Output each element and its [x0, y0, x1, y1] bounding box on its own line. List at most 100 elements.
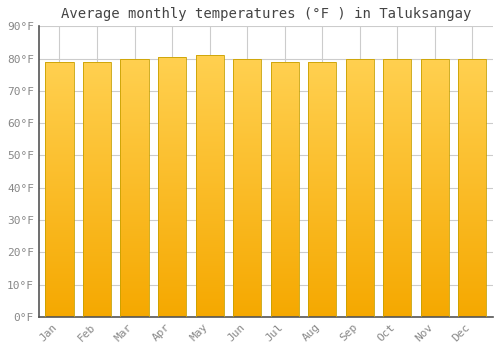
Bar	[270, 72, 299, 74]
Bar	[270, 232, 299, 233]
Bar	[383, 215, 412, 217]
Bar	[83, 94, 111, 96]
Bar	[458, 122, 486, 124]
Bar	[346, 229, 374, 231]
Bar	[383, 286, 412, 288]
Bar	[233, 200, 261, 202]
Bar	[46, 79, 74, 80]
Bar	[233, 93, 261, 95]
Bar	[270, 285, 299, 286]
Bar	[83, 296, 111, 298]
Bar	[83, 69, 111, 70]
Bar	[458, 60, 486, 62]
Bar	[308, 160, 336, 162]
Bar	[346, 105, 374, 107]
Bar	[233, 58, 261, 60]
Bar	[458, 264, 486, 265]
Bar	[421, 193, 449, 195]
Bar	[383, 65, 412, 67]
Bar	[421, 120, 449, 122]
Bar	[46, 189, 74, 191]
Bar	[233, 195, 261, 196]
Bar	[233, 215, 261, 217]
Bar	[233, 284, 261, 286]
Bar	[158, 213, 186, 215]
Bar	[458, 177, 486, 179]
Bar	[270, 106, 299, 108]
Bar	[158, 119, 186, 121]
Bar	[458, 282, 486, 284]
Bar	[383, 268, 412, 270]
Bar	[233, 243, 261, 245]
Bar	[196, 223, 224, 224]
Bar	[346, 231, 374, 232]
Bar	[421, 62, 449, 64]
Bar	[158, 85, 186, 86]
Bar	[270, 94, 299, 96]
Bar	[158, 147, 186, 149]
Bar	[308, 144, 336, 145]
Bar	[458, 88, 486, 90]
Bar	[458, 305, 486, 307]
Bar	[270, 245, 299, 247]
Bar	[83, 133, 111, 135]
Bar	[120, 291, 148, 293]
Bar	[270, 62, 299, 63]
Bar	[270, 247, 299, 249]
Bar	[346, 202, 374, 203]
Bar	[421, 264, 449, 265]
Bar	[421, 308, 449, 310]
Bar	[233, 294, 261, 296]
Bar	[233, 234, 261, 236]
Bar	[270, 140, 299, 142]
Bar	[46, 295, 74, 296]
Bar	[270, 182, 299, 184]
Bar	[46, 140, 74, 142]
Bar	[46, 266, 74, 267]
Bar	[308, 237, 336, 239]
Bar	[120, 179, 148, 181]
Bar	[346, 219, 374, 220]
Bar	[383, 167, 412, 169]
Bar	[83, 176, 111, 177]
Bar	[308, 281, 336, 283]
Bar	[120, 97, 148, 98]
Bar	[120, 163, 148, 165]
Bar	[158, 133, 186, 135]
Bar	[158, 194, 186, 196]
Bar	[196, 286, 224, 287]
Bar	[196, 290, 224, 292]
Bar	[196, 242, 224, 244]
Bar	[421, 141, 449, 143]
Bar	[458, 172, 486, 174]
Bar	[383, 250, 412, 251]
Bar	[270, 315, 299, 317]
Bar	[346, 220, 374, 222]
Bar	[421, 301, 449, 303]
Bar	[308, 256, 336, 257]
Bar	[458, 220, 486, 222]
Bar	[233, 169, 261, 170]
Bar	[233, 162, 261, 163]
Bar	[421, 102, 449, 103]
Bar	[120, 77, 148, 79]
Bar	[346, 145, 374, 146]
Bar	[383, 181, 412, 182]
Bar	[120, 286, 148, 288]
Bar	[196, 249, 224, 251]
Bar	[158, 287, 186, 289]
Bar	[383, 133, 412, 134]
Bar	[233, 198, 261, 200]
Bar	[83, 300, 111, 301]
Bar	[196, 62, 224, 64]
Bar	[346, 267, 374, 268]
Bar	[158, 229, 186, 230]
Bar	[196, 73, 224, 75]
Bar	[196, 94, 224, 96]
Bar	[421, 67, 449, 69]
Bar	[233, 64, 261, 65]
Bar	[233, 155, 261, 157]
Bar	[83, 218, 111, 220]
Bar	[196, 163, 224, 165]
Bar	[270, 162, 299, 164]
